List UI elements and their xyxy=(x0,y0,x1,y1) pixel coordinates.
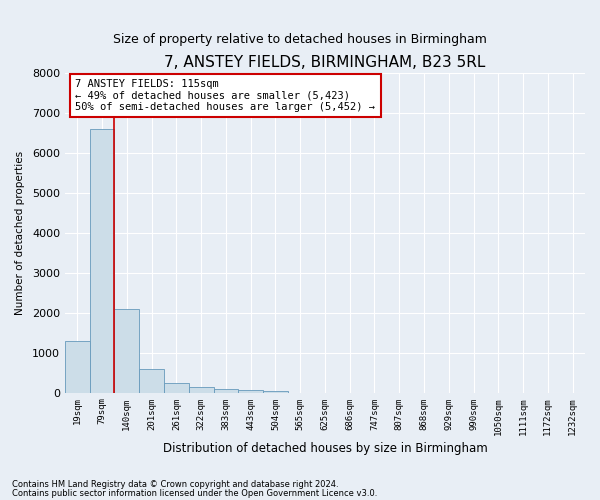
X-axis label: Distribution of detached houses by size in Birmingham: Distribution of detached houses by size … xyxy=(163,442,487,455)
Title: 7, ANSTEY FIELDS, BIRMINGHAM, B23 5RL: 7, ANSTEY FIELDS, BIRMINGHAM, B23 5RL xyxy=(164,55,485,70)
Y-axis label: Number of detached properties: Number of detached properties xyxy=(15,150,25,314)
Text: Contains public sector information licensed under the Open Government Licence v3: Contains public sector information licen… xyxy=(12,488,377,498)
Bar xyxy=(214,388,238,392)
Bar xyxy=(139,368,164,392)
Bar xyxy=(115,308,139,392)
Bar xyxy=(164,382,189,392)
Bar xyxy=(189,386,214,392)
Text: Contains HM Land Registry data © Crown copyright and database right 2024.: Contains HM Land Registry data © Crown c… xyxy=(12,480,338,489)
Text: 7 ANSTEY FIELDS: 115sqm
← 49% of detached houses are smaller (5,423)
50% of semi: 7 ANSTEY FIELDS: 115sqm ← 49% of detache… xyxy=(76,79,376,112)
Bar xyxy=(238,390,263,392)
Bar xyxy=(263,390,288,392)
Bar xyxy=(89,128,115,392)
Bar xyxy=(65,340,89,392)
Text: Size of property relative to detached houses in Birmingham: Size of property relative to detached ho… xyxy=(113,32,487,46)
